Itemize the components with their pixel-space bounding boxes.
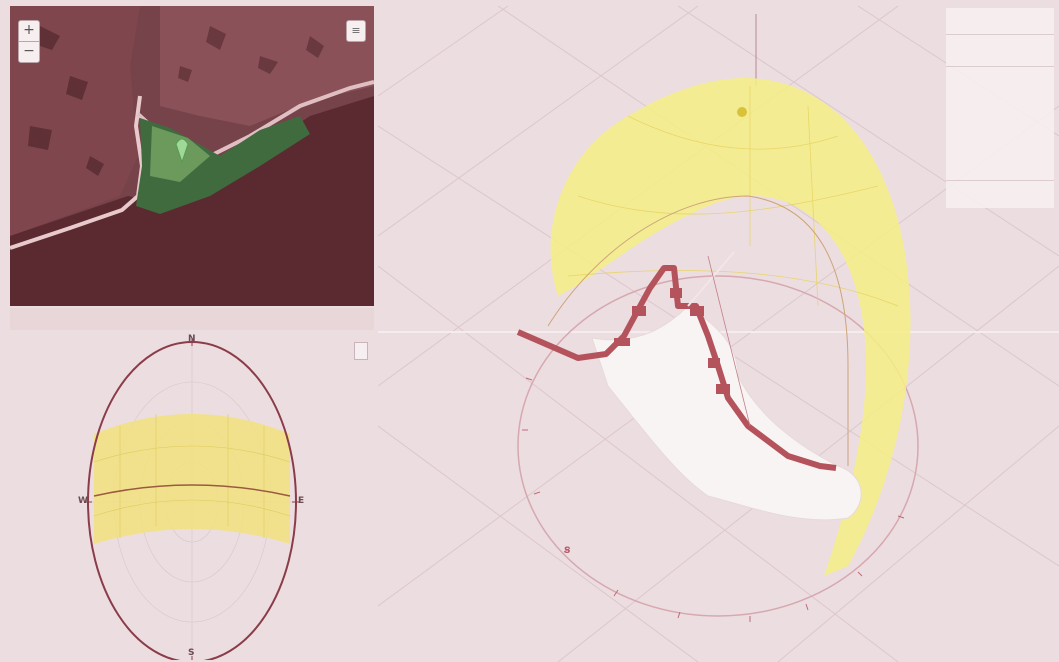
sun-info-panel bbox=[946, 8, 1054, 208]
map-attribution bbox=[10, 308, 374, 330]
south-marker: S bbox=[564, 546, 571, 556]
zoom-out-button[interactable]: − bbox=[18, 41, 40, 63]
sun-path-sky-chart[interactable]: N S W E bbox=[10, 334, 374, 660]
sky-chart-graphic bbox=[84, 338, 300, 660]
3d-scene bbox=[378, 6, 1059, 662]
south-label: S bbox=[188, 648, 195, 658]
satellite-imagery bbox=[10, 6, 374, 306]
3d-sun-view[interactable]: S bbox=[378, 6, 1059, 662]
east-label: E bbox=[298, 496, 305, 506]
west-label: W bbox=[78, 496, 88, 506]
satellite-map[interactable]: + − ≡ bbox=[10, 6, 374, 306]
north-label: N bbox=[188, 334, 196, 344]
layers-icon[interactable]: ≡ bbox=[346, 20, 366, 42]
zoom-in-button[interactable]: + bbox=[18, 20, 40, 42]
chart-mode-button[interactable] bbox=[354, 342, 368, 360]
